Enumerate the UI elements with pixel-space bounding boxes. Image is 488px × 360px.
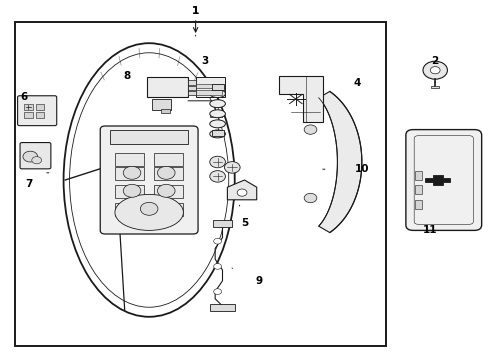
- Bar: [188, 80, 195, 85]
- Circle shape: [209, 171, 225, 182]
- Text: 9: 9: [255, 276, 262, 286]
- Bar: [188, 91, 195, 95]
- Bar: [115, 167, 144, 180]
- Circle shape: [157, 166, 175, 179]
- Bar: [154, 167, 183, 180]
- Bar: [110, 130, 188, 144]
- Circle shape: [123, 184, 141, 197]
- Text: 11: 11: [422, 225, 437, 235]
- Ellipse shape: [63, 43, 234, 317]
- Bar: [414, 200, 421, 209]
- Circle shape: [213, 264, 221, 269]
- Circle shape: [213, 238, 221, 244]
- Bar: [146, 77, 188, 97]
- FancyBboxPatch shape: [100, 126, 198, 234]
- Circle shape: [157, 184, 175, 197]
- Text: 1: 1: [192, 6, 199, 16]
- Bar: [24, 104, 33, 110]
- Ellipse shape: [209, 100, 225, 108]
- FancyBboxPatch shape: [18, 96, 57, 126]
- Bar: [414, 185, 421, 194]
- Circle shape: [23, 151, 38, 162]
- Text: 10: 10: [354, 164, 368, 174]
- Bar: [24, 112, 33, 118]
- Circle shape: [140, 202, 158, 215]
- FancyBboxPatch shape: [405, 130, 481, 230]
- Bar: [154, 185, 183, 198]
- Text: 7: 7: [25, 179, 33, 189]
- Bar: [210, 304, 234, 311]
- Text: 8: 8: [123, 71, 130, 81]
- Bar: [195, 77, 224, 97]
- Bar: [115, 203, 144, 216]
- Bar: [212, 130, 224, 136]
- Circle shape: [304, 193, 316, 203]
- Bar: [36, 112, 44, 118]
- Bar: [15, 22, 386, 346]
- Ellipse shape: [69, 53, 228, 307]
- Bar: [430, 86, 438, 88]
- Bar: [195, 84, 222, 88]
- Text: 3: 3: [202, 56, 208, 66]
- Bar: [210, 113, 222, 117]
- Bar: [212, 84, 224, 90]
- Bar: [188, 86, 195, 90]
- Polygon shape: [278, 76, 322, 122]
- Text: 4: 4: [352, 78, 360, 88]
- Ellipse shape: [209, 130, 225, 138]
- Circle shape: [213, 289, 221, 294]
- Bar: [151, 99, 171, 110]
- Polygon shape: [227, 180, 256, 200]
- Ellipse shape: [209, 90, 225, 98]
- Bar: [195, 90, 222, 95]
- Text: 2: 2: [431, 56, 438, 66]
- Text: 1: 1: [192, 6, 199, 16]
- Ellipse shape: [209, 110, 225, 118]
- Circle shape: [429, 67, 439, 74]
- Circle shape: [237, 189, 246, 196]
- Text: 6: 6: [21, 92, 28, 102]
- Bar: [115, 185, 144, 198]
- Circle shape: [209, 156, 225, 168]
- Circle shape: [224, 162, 240, 173]
- Circle shape: [304, 125, 316, 134]
- Bar: [414, 171, 421, 180]
- Ellipse shape: [209, 120, 225, 128]
- Text: 5: 5: [241, 218, 247, 228]
- Polygon shape: [318, 91, 361, 233]
- Bar: [36, 104, 44, 110]
- Bar: [212, 220, 232, 227]
- Polygon shape: [425, 175, 449, 185]
- Circle shape: [422, 61, 447, 79]
- Circle shape: [123, 166, 141, 179]
- Bar: [161, 109, 170, 113]
- Bar: [154, 153, 183, 166]
- Circle shape: [32, 157, 41, 164]
- Ellipse shape: [115, 194, 183, 230]
- Bar: [115, 153, 144, 166]
- FancyBboxPatch shape: [20, 143, 51, 169]
- Bar: [154, 203, 183, 216]
